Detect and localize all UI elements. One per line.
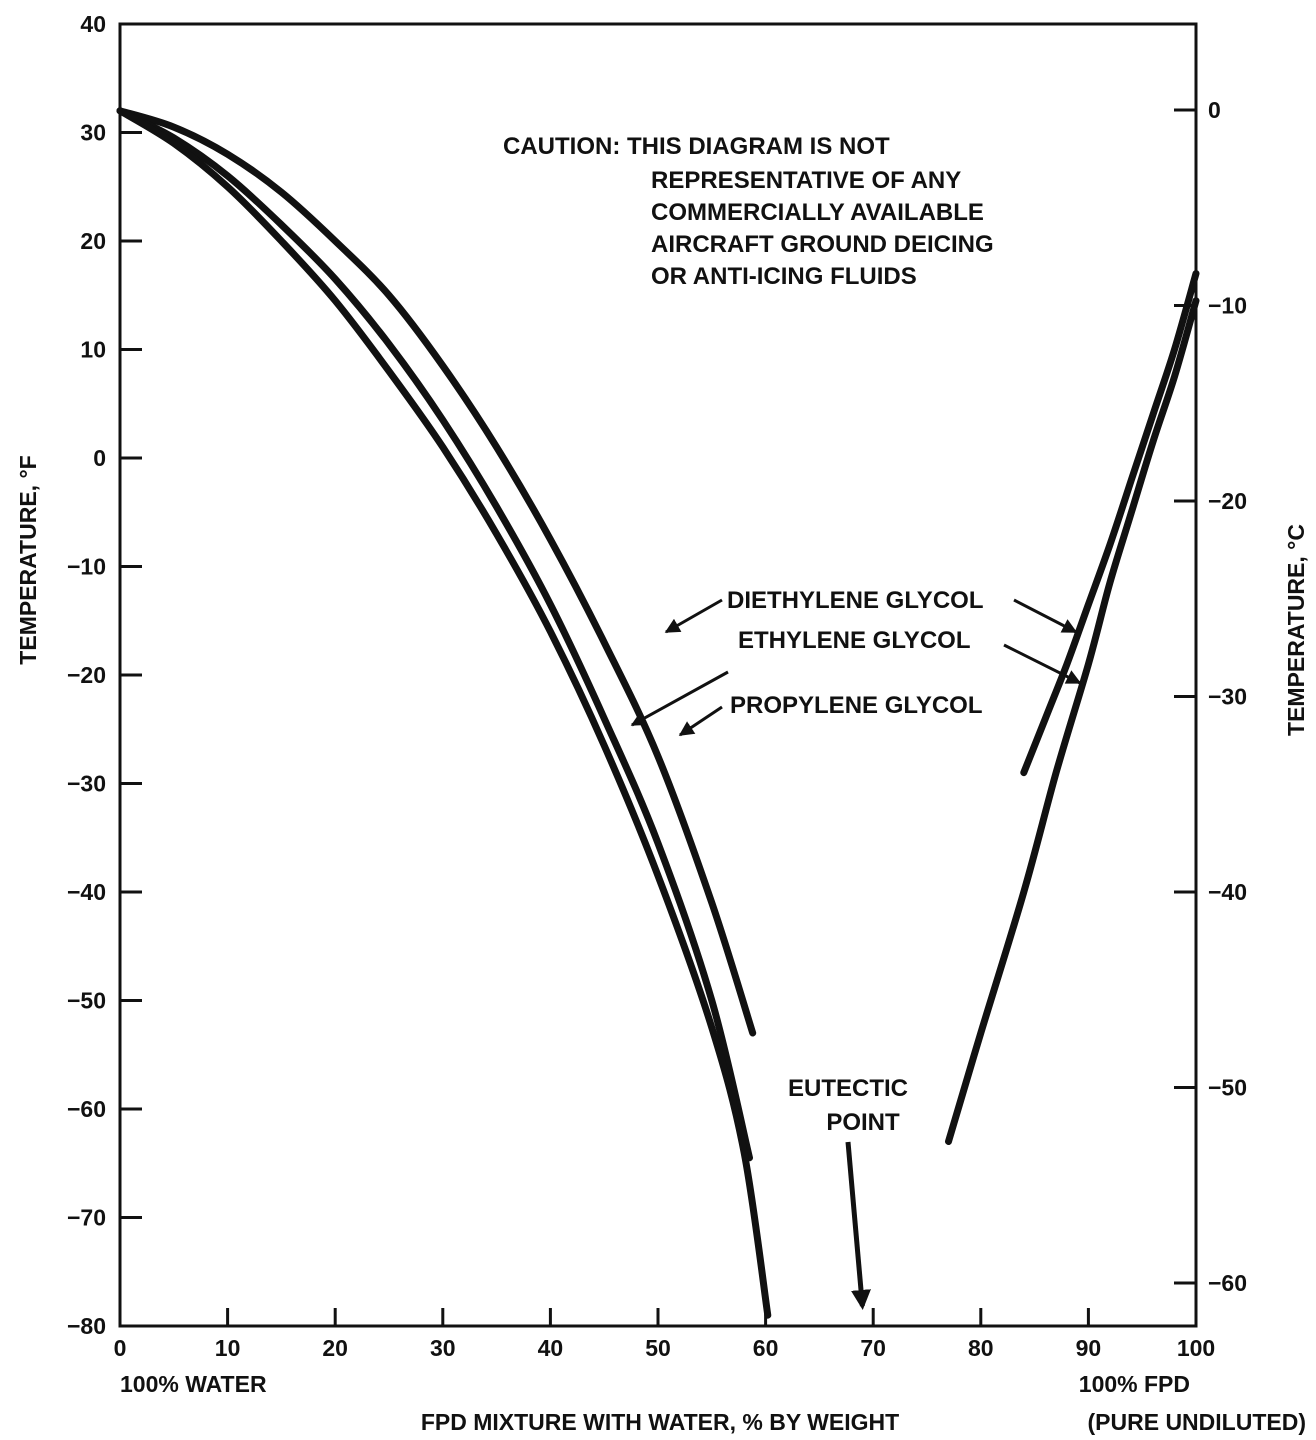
annotation-diethylene-label: DIETHYLENE GLYCOL [727,587,983,614]
x-tick-label: 50 [645,1335,671,1361]
y-tick-label: −40 [67,879,106,905]
y2-axis-title: TEMPERATURE, °C [1283,524,1309,736]
y-tick-label: −50 [67,988,106,1014]
y-axis-title: TEMPERATURE, °F [15,455,41,664]
x-tick-label: 90 [1076,1335,1102,1361]
annotation-propylene-arrow [678,705,723,737]
y-tick-label: −10 [67,554,106,580]
eutectic-label-line1: EUTECTIC [788,1075,908,1102]
y-tick-label: 40 [80,11,106,37]
eutectic-annotation: EUTECTIC POINT [788,1075,908,1310]
y-tick-label: 30 [80,120,106,146]
y2-tick-label: −40 [1208,879,1247,905]
y-tick-label: 10 [80,337,106,363]
caution-line-2: REPRESENTATIVE OF ANY [651,167,961,194]
caution-line-5: OR ANTI-ICING FLUIDS [651,263,917,290]
series-layer [116,107,1200,1319]
annotation-propylene: PROPYLENE GLYCOL [678,692,983,737]
annotation-ethylene-arrow-right [1003,643,1082,685]
annotation-diethylene: DIETHYLENE GLYCOL [664,587,1078,634]
y-tick-label: −60 [67,1096,106,1122]
eutectic-arrow [845,1141,871,1310]
y-tick-label: −20 [67,662,106,688]
x-tick-label: 100 [1177,1335,1215,1361]
annotation-ethylene-arrow-left [630,670,729,727]
x-tick-label: 40 [538,1335,564,1361]
y2-tick-label: −20 [1208,488,1247,514]
annotation-diethylene-arrow-right [1013,598,1078,634]
y2-tick-label: −50 [1208,1074,1247,1100]
x-axis-right-end-label-line1: 100% FPD [1079,1371,1190,1397]
x-ticks: 0 10 20 30 40 50 60 70 80 90 100 [114,1308,1215,1361]
series-diethylene-glycol-curve-2 [1020,270,1200,777]
series-ethylene-glycol-curve-1 [116,107,753,1162]
series-propylene-glycol-curve-1 [116,107,772,1319]
y-tick-label: −30 [67,771,106,797]
caution-line-1: CAUTION: THIS DIAGRAM IS NOT [503,133,890,160]
y-tick-label: −80 [67,1313,106,1339]
series-propylene-glycol-curve-2 [945,297,1200,1145]
y-tick-label: −70 [67,1205,106,1231]
caution-line-3: COMMERCIALLY AVAILABLE [651,199,984,226]
x-tick-label: 20 [322,1335,348,1361]
annotation-diethylene-arrow-left [664,598,723,634]
caution-note: CAUTION: THIS DIAGRAM IS NOT REPRESENTAT… [503,133,994,290]
caution-line-4: AIRCRAFT GROUND DEICING [651,231,994,258]
y2-tick-label: −30 [1208,684,1247,710]
eutectic-label-line2: POINT [826,1109,900,1136]
x-axis-right-end-label-line2: (PURE UNDILUTED) [1088,1409,1307,1435]
annotation-ethylene-label: ETHYLENE GLYCOL [738,627,970,654]
x-tick-label: 10 [215,1335,241,1361]
series-diethylene-glycol-curve-1 [116,107,757,1037]
y-tick-label: 20 [80,228,106,254]
annotation-ethylene: ETHYLENE GLYCOL [630,627,1082,727]
x-tick-label: 30 [430,1335,456,1361]
y2-tick-label: −10 [1208,293,1247,319]
annotation-propylene-label: PROPYLENE GLYCOL [730,692,983,719]
y2-ticks: 0 −10 −20 −30 −40 −50 −60 [1174,97,1247,1296]
x-tick-label: 60 [753,1335,779,1361]
y2-tick-label: 0 [1208,97,1221,123]
x-tick-label: 0 [114,1335,127,1361]
x-tick-label: 80 [968,1335,994,1361]
y-ticks: 40 30 20 10 0 −10 −20 −30 −40 −50 −60 −70 −80 [67,11,142,1339]
x-tick-label: 70 [860,1335,886,1361]
x-axis-title: FPD MIXTURE WITH WATER, % BY WEIGHT [421,1409,899,1435]
x-axis-left-end-label: 100% WATER [120,1371,267,1397]
y2-tick-label: −60 [1208,1270,1247,1296]
y-tick-label: 0 [93,445,106,471]
